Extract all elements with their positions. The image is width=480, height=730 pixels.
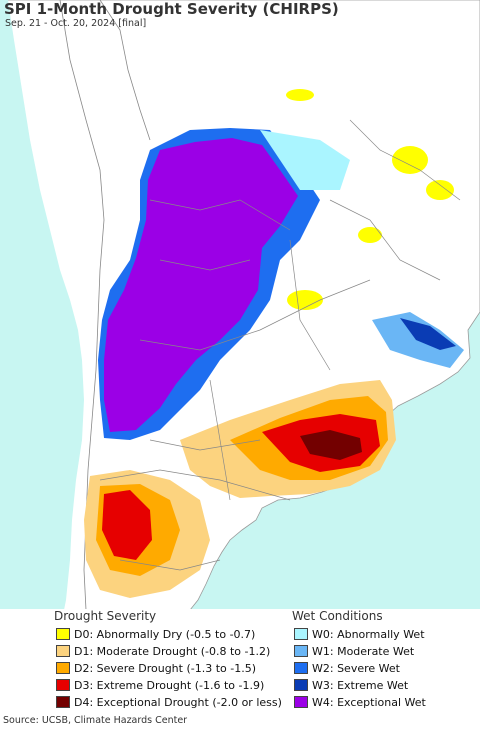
legend-item-w4: W4: Exceptional Wet bbox=[294, 694, 426, 710]
exceptional-drought-region bbox=[300, 430, 362, 460]
legend-label: D4: Exceptional Drought (-2.0 or less) bbox=[74, 695, 282, 709]
legend-item-d2: D2: Severe Drought (-1.3 to -1.5) bbox=[56, 660, 256, 676]
pacific-ocean bbox=[0, 0, 84, 610]
legend-item-d0: D0: Abnormally Dry (-0.5 to -0.7) bbox=[56, 626, 255, 642]
exceptional-wet-core bbox=[104, 138, 298, 432]
legend-swatch bbox=[294, 628, 308, 640]
dry-spot bbox=[358, 227, 382, 243]
dry-spot bbox=[286, 89, 314, 101]
patagonia-extreme-drought bbox=[102, 490, 152, 560]
legend-label: W4: Exceptional Wet bbox=[312, 695, 426, 709]
wet-uruguay-core bbox=[400, 318, 456, 350]
map-title: SPI 1-Month Drought Severity (CHIRPS) bbox=[4, 0, 339, 18]
legend-item-w0: W0: Abnormally Wet bbox=[294, 626, 425, 642]
legend-label: D1: Moderate Drought (-0.8 to -1.2) bbox=[74, 644, 271, 658]
legend-label: D2: Severe Drought (-1.3 to -1.5) bbox=[74, 661, 257, 675]
province-borders bbox=[99, 119, 461, 571]
legend-label: W3: Extreme Wet bbox=[312, 678, 409, 692]
legend-label: D0: Abnormally Dry (-0.5 to -0.7) bbox=[74, 627, 256, 641]
legend-swatch bbox=[294, 696, 308, 708]
legend-item-d3: D3: Extreme Drought (-1.6 to -1.9) bbox=[56, 677, 264, 693]
legend-swatch bbox=[56, 679, 70, 691]
legend-label: W2: Severe Wet bbox=[312, 661, 400, 675]
dry-spot bbox=[392, 146, 428, 174]
map-subtitle: Sep. 21 - Oct. 20, 2024 [final] bbox=[5, 18, 147, 29]
legend-label: W1: Moderate Wet bbox=[312, 644, 415, 658]
legend-swatch bbox=[56, 628, 70, 640]
legend-item-w2: W2: Severe Wet bbox=[294, 660, 400, 676]
source-credit: Source: UCSB, Climate Hazards Center bbox=[3, 715, 188, 726]
legend-item-w1: W1: Moderate Wet bbox=[294, 643, 414, 659]
legend-swatch bbox=[56, 662, 70, 674]
legend-item-w3: W3: Extreme Wet bbox=[294, 677, 408, 693]
dry-spot bbox=[287, 290, 323, 310]
legend-swatch bbox=[294, 662, 308, 674]
legend: Drought Severity Wet Conditions D0: Abno… bbox=[0, 609, 480, 713]
legend-label: D3: Extreme Drought (-1.6 to -1.9) bbox=[74, 678, 265, 692]
legend-item-d1: D1: Moderate Drought (-0.8 to -1.2) bbox=[56, 643, 270, 659]
legend-swatch bbox=[56, 645, 70, 657]
legend-label: W0: Abnormally Wet bbox=[312, 627, 425, 641]
dry-spot bbox=[426, 180, 454, 200]
drought-map bbox=[0, 0, 480, 610]
legend-swatch bbox=[294, 679, 308, 691]
wet-legend-heading: Wet Conditions bbox=[292, 609, 383, 623]
legend-item-d4: D4: Exceptional Drought (-2.0 or less) bbox=[56, 694, 282, 710]
peru-bolivia-border bbox=[99, 0, 151, 141]
wet-northeast bbox=[260, 130, 350, 190]
legend-swatch bbox=[56, 696, 70, 708]
legend-swatch bbox=[294, 645, 308, 657]
drought-legend-heading: Drought Severity bbox=[54, 609, 157, 623]
